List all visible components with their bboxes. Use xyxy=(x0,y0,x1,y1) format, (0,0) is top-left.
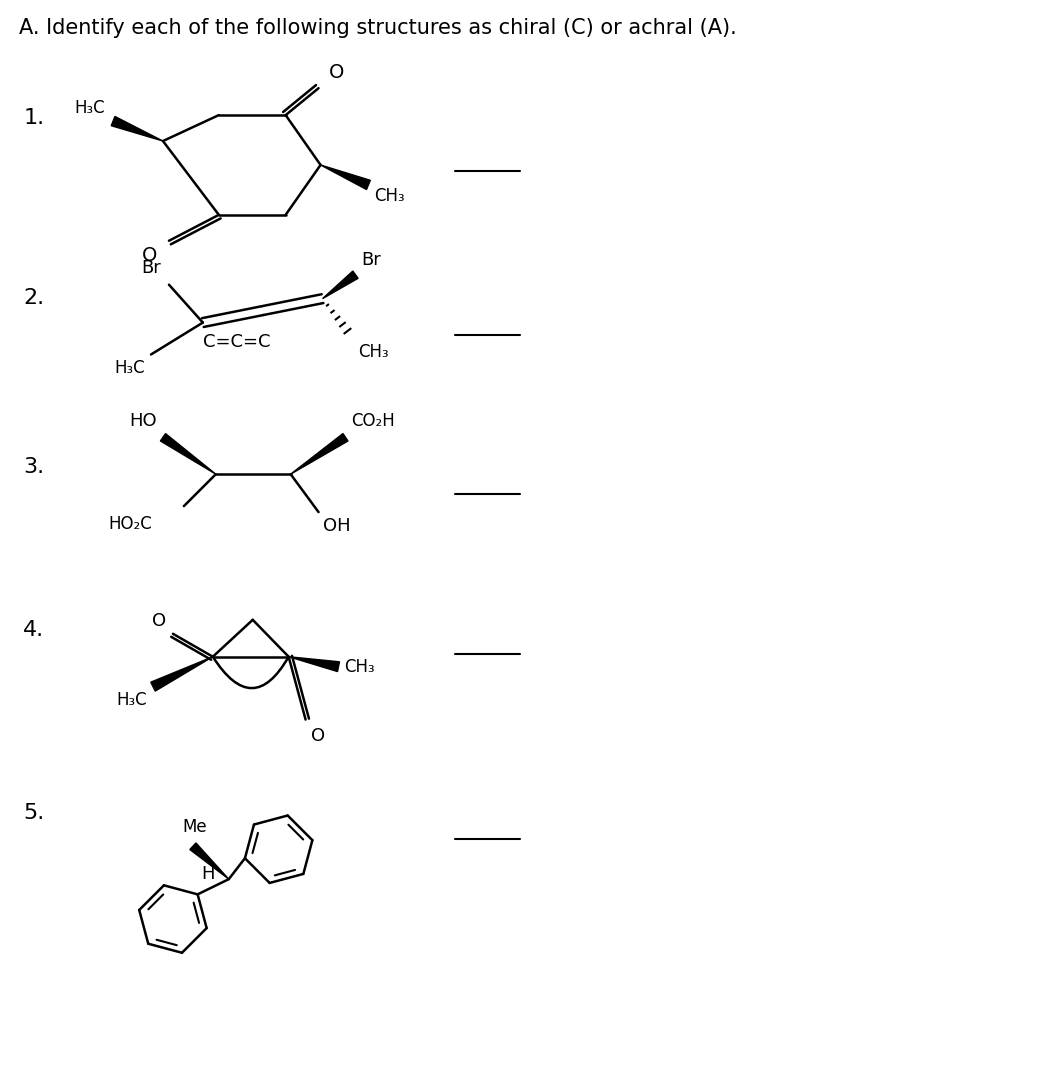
Text: 2.: 2. xyxy=(23,287,45,308)
Text: O: O xyxy=(152,612,166,630)
Polygon shape xyxy=(160,434,216,474)
Text: CH₃: CH₃ xyxy=(358,343,389,360)
Polygon shape xyxy=(320,165,370,190)
Polygon shape xyxy=(190,843,229,879)
Text: Me: Me xyxy=(182,818,207,836)
Text: O: O xyxy=(329,63,343,82)
Text: O: O xyxy=(311,726,324,745)
Polygon shape xyxy=(111,117,163,141)
Text: O: O xyxy=(142,246,157,264)
Text: H₃C: H₃C xyxy=(117,690,147,709)
Text: HO: HO xyxy=(129,413,157,430)
Text: CH₃: CH₃ xyxy=(374,187,405,205)
Text: CH₃: CH₃ xyxy=(344,657,375,676)
Text: 5.: 5. xyxy=(23,804,45,823)
Text: OH: OH xyxy=(322,518,350,535)
Polygon shape xyxy=(151,656,213,691)
Text: H₃C: H₃C xyxy=(114,359,145,378)
Text: 4.: 4. xyxy=(23,620,45,640)
Text: A. Identify each of the following structures as chiral (C) or achral (A).: A. Identify each of the following struct… xyxy=(19,19,737,38)
Polygon shape xyxy=(322,271,358,298)
Text: Br: Br xyxy=(141,259,161,276)
Text: 1.: 1. xyxy=(23,108,45,128)
Polygon shape xyxy=(288,656,339,672)
Text: HO₂C: HO₂C xyxy=(108,515,152,533)
Text: CO₂H: CO₂H xyxy=(352,413,395,430)
Polygon shape xyxy=(290,434,348,474)
Text: 3.: 3. xyxy=(23,458,45,477)
Text: Br: Br xyxy=(361,251,382,269)
Text: C=C=C: C=C=C xyxy=(202,333,270,351)
Text: H: H xyxy=(201,865,215,883)
Text: H₃C: H₃C xyxy=(74,99,105,117)
